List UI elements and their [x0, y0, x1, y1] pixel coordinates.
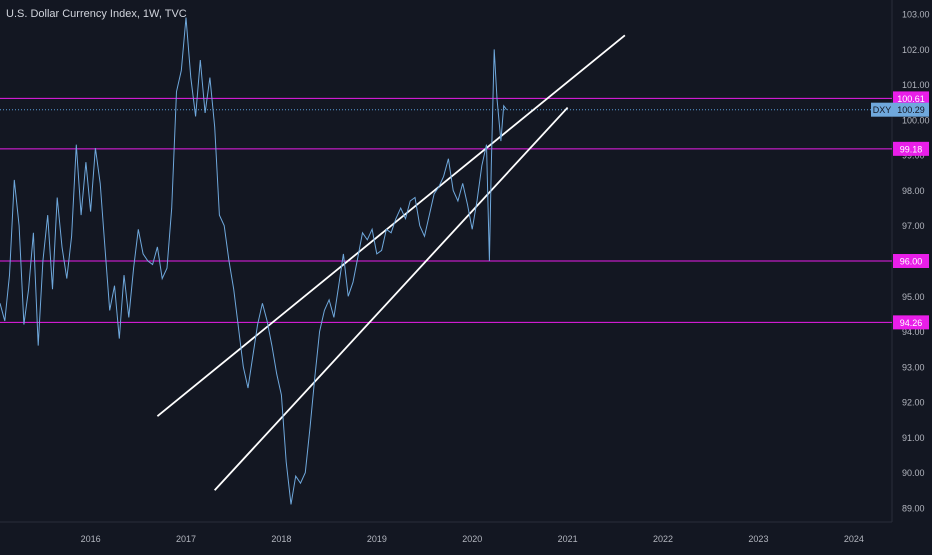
y-tick-label: 91.00 [902, 433, 925, 443]
x-tick-label: 2018 [271, 534, 291, 544]
y-tick-label: 92.00 [902, 398, 925, 408]
y-tick-label: 103.00 [902, 10, 930, 20]
last-value-tag [893, 102, 929, 117]
level-price-label: 100.61 [897, 94, 925, 104]
y-tick-label: 97.00 [902, 221, 925, 231]
level-price-label: 96.00 [900, 257, 923, 267]
x-tick-label: 2020 [462, 534, 482, 544]
level-price-label: 99.18 [900, 144, 923, 154]
y-tick-label: 95.00 [902, 292, 925, 302]
level-price-tag [893, 91, 929, 106]
y-tick-label: 93.00 [902, 362, 925, 372]
level-price-tag [893, 141, 929, 156]
x-tick-label: 2021 [558, 534, 578, 544]
trend-line [156, 34, 626, 417]
last-value-label: 100.29 [897, 105, 925, 115]
y-tick-label: 90.00 [902, 468, 925, 478]
x-tick-label: 2022 [653, 534, 673, 544]
y-tick-label: 94.00 [902, 327, 925, 337]
level-price-label: 94.26 [900, 318, 923, 328]
x-tick-label: 2023 [748, 534, 768, 544]
price-series-line [0, 17, 508, 505]
y-tick-label: 89.00 [902, 503, 925, 513]
chart-title: U.S. Dollar Currency Index, 1W, TVC [6, 8, 187, 20]
x-tick-label: 2016 [81, 534, 101, 544]
y-tick-label: 100.00 [902, 115, 930, 125]
x-tick-label: 2019 [367, 534, 387, 544]
level-price-tag [893, 315, 929, 330]
x-tick-label: 2017 [176, 534, 196, 544]
y-tick-label: 98.00 [902, 186, 925, 196]
y-tick-label: 102.00 [902, 45, 930, 55]
x-tick-label: 2024 [844, 534, 864, 544]
symbol-label: DXY [873, 105, 892, 115]
trend-line [213, 106, 569, 491]
symbol-tag [871, 102, 893, 117]
level-price-tag [893, 254, 929, 268]
y-tick-label: 101.00 [902, 80, 930, 90]
